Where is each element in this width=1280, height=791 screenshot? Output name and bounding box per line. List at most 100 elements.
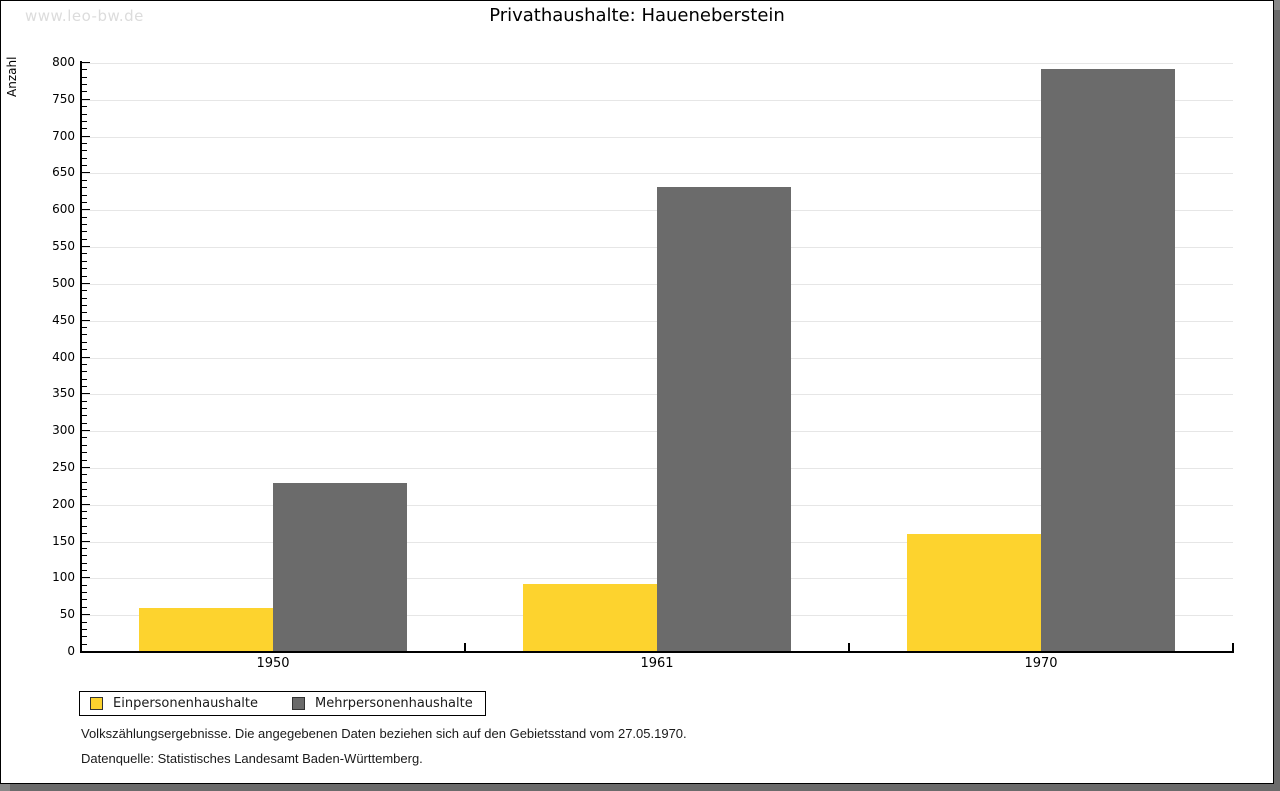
y-major-tick: [82, 577, 90, 579]
y-minor-tick: [82, 69, 87, 71]
y-minor-tick: [82, 643, 87, 645]
y-major-tick: [82, 430, 90, 432]
y-minor-tick: [82, 334, 87, 336]
gridline: [81, 136, 1233, 138]
y-minor-tick: [82, 481, 87, 483]
y-minor-tick: [82, 223, 87, 225]
y-minor-tick: [82, 260, 87, 262]
y-tick-label: 650: [52, 165, 75, 180]
frame-shadow-right: [1274, 10, 1280, 791]
y-tick-label: 800: [52, 55, 75, 69]
y-minor-tick: [82, 525, 87, 527]
y-minor-tick: [82, 496, 87, 498]
y-minor-tick: [82, 150, 87, 152]
y-tick-label: 450: [52, 312, 75, 327]
bar-1950-mehrpersonenhaushalte: [273, 483, 407, 652]
y-tick-label: 150: [52, 533, 75, 548]
y-minor-tick: [82, 231, 87, 233]
y-minor-tick: [82, 341, 87, 343]
y-tick-label: 50: [59, 607, 75, 622]
plot-area: [81, 63, 1233, 652]
y-major-tick: [82, 209, 90, 211]
bar-1950-einpersonenhaushalte: [139, 607, 273, 652]
y-minor-tick: [82, 555, 87, 557]
x-boundary-tick: [848, 643, 850, 652]
bar-1961-einpersonenhaushalte: [523, 584, 657, 652]
x-tick-label: 1961: [640, 656, 674, 671]
y-minor-tick: [82, 562, 87, 564]
footnote-source-note: Volkszählungsergebnisse. Die angegebenen…: [81, 726, 687, 741]
y-major-tick: [82, 172, 90, 174]
y-minor-tick: [82, 452, 87, 454]
y-minor-tick: [82, 142, 87, 144]
y-minor-tick: [82, 628, 87, 630]
y-minor-tick: [82, 459, 87, 461]
y-minor-tick: [82, 76, 87, 78]
y-minor-tick: [82, 106, 87, 108]
y-minor-tick: [82, 120, 87, 122]
frame-shadow-bottom: [10, 784, 1280, 791]
y-tick-label: 700: [52, 128, 75, 143]
x-axis-line: [80, 651, 1234, 653]
bar-1970-einpersonenhaushalte: [907, 534, 1041, 652]
y-minor-tick: [82, 113, 87, 115]
y-minor-tick: [82, 187, 87, 189]
y-major-tick: [82, 614, 90, 616]
y-major-tick: [82, 393, 90, 395]
y-minor-tick: [82, 91, 87, 93]
y-minor-tick: [82, 363, 87, 365]
y-minor-tick: [82, 385, 87, 387]
x-boundary-tick: [1232, 643, 1234, 652]
x-tick-label: 1970: [1024, 656, 1058, 671]
y-minor-tick: [82, 422, 87, 424]
y-minor-tick: [82, 437, 87, 439]
y-minor-tick: [82, 312, 87, 314]
y-minor-tick: [82, 371, 87, 373]
gridline: [81, 173, 1233, 175]
y-tick-label: 350: [52, 386, 75, 401]
y-minor-tick: [82, 511, 87, 513]
y-minor-tick: [82, 290, 87, 292]
legend: Einpersonenhaushalte Mehrpersonenhaushal…: [79, 691, 486, 716]
y-tick-label: 400: [52, 349, 75, 364]
x-tick-label: 1950: [256, 656, 290, 671]
legend-item-mehrpersonenhaushalte: Mehrpersonenhaushalte: [292, 696, 473, 711]
y-minor-tick: [82, 194, 87, 196]
y-major-tick: [82, 503, 90, 505]
y-major-tick: [82, 246, 90, 248]
y-minor-tick: [82, 592, 87, 594]
y-minor-tick: [82, 128, 87, 130]
y-major-tick: [82, 319, 90, 321]
y-minor-tick: [82, 327, 87, 329]
bar-1970-mehrpersonenhaushalte: [1041, 68, 1175, 652]
footnote-data-source: Datenquelle: Statistisches Landesamt Bad…: [81, 751, 423, 766]
watermark: www.leo-bw.de: [25, 7, 144, 25]
y-minor-tick: [82, 621, 87, 623]
gridline: [81, 99, 1233, 101]
y-minor-tick: [82, 349, 87, 351]
y-tick-label: 300: [52, 423, 75, 438]
y-major-tick: [82, 98, 90, 100]
y-tick-label: 500: [52, 275, 75, 290]
y-minor-tick: [82, 599, 87, 601]
y-tick-label: 550: [52, 239, 75, 254]
gridline: [81, 63, 1233, 64]
x-boundary-tick: [464, 643, 466, 652]
y-minor-tick: [82, 415, 87, 417]
y-minor-tick: [82, 584, 87, 586]
y-minor-tick: [82, 636, 87, 638]
y-minor-tick: [82, 533, 87, 535]
y-tick-label: 750: [52, 91, 75, 106]
y-minor-tick: [82, 157, 87, 159]
y-tick-label: 600: [52, 202, 75, 217]
y-minor-tick: [82, 238, 87, 240]
y-tick-label: 200: [52, 496, 75, 511]
bar-1961-mehrpersonenhaushalte: [657, 186, 791, 652]
legend-swatch-gray: [292, 697, 305, 710]
y-minor-tick: [82, 275, 87, 277]
y-minor-tick: [82, 518, 87, 520]
y-minor-tick: [82, 474, 87, 476]
y-major-tick: [82, 62, 90, 63]
y-major-tick: [82, 466, 90, 468]
